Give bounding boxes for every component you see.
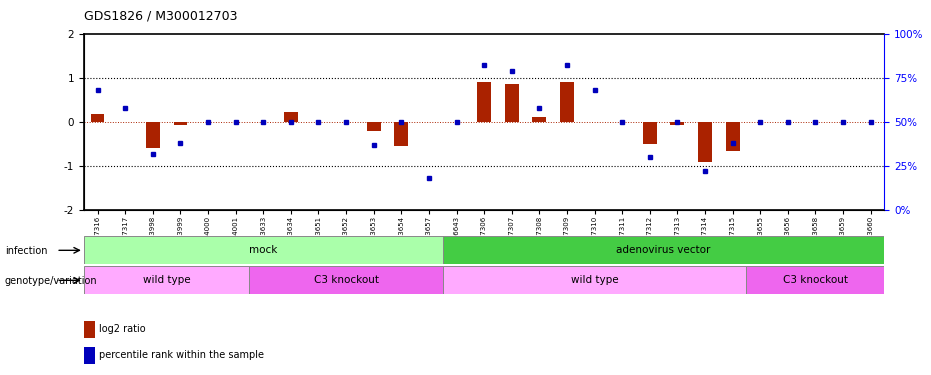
Bar	[443, 266, 747, 294]
Bar	[643, 122, 656, 144]
Text: C3 knockout: C3 knockout	[314, 275, 379, 285]
Text: genotype/variation: genotype/variation	[5, 276, 97, 285]
Text: mock: mock	[250, 245, 277, 255]
Bar	[443, 236, 884, 264]
Bar	[284, 112, 298, 122]
Text: C3 knockout: C3 knockout	[783, 275, 848, 285]
Text: infection: infection	[5, 246, 47, 255]
Bar	[478, 82, 491, 122]
Bar	[533, 117, 546, 122]
Bar	[173, 122, 187, 125]
Bar	[146, 122, 160, 148]
Text: GDS1826 / M300012703: GDS1826 / M300012703	[84, 9, 237, 22]
Text: wild type: wild type	[142, 275, 191, 285]
Text: wild type: wild type	[571, 275, 618, 285]
Bar	[84, 266, 250, 294]
Bar	[90, 114, 104, 122]
Bar	[725, 122, 739, 150]
Text: percentile rank within the sample: percentile rank within the sample	[99, 351, 263, 360]
Bar	[505, 84, 519, 122]
Bar	[670, 122, 684, 125]
Bar	[395, 122, 408, 146]
Bar	[698, 122, 712, 162]
Bar	[747, 266, 884, 294]
Bar	[560, 82, 573, 122]
Text: log2 ratio: log2 ratio	[99, 324, 145, 334]
Bar	[367, 122, 381, 131]
Bar	[250, 266, 443, 294]
Bar	[84, 236, 443, 264]
Text: adenovirus vector: adenovirus vector	[616, 245, 710, 255]
